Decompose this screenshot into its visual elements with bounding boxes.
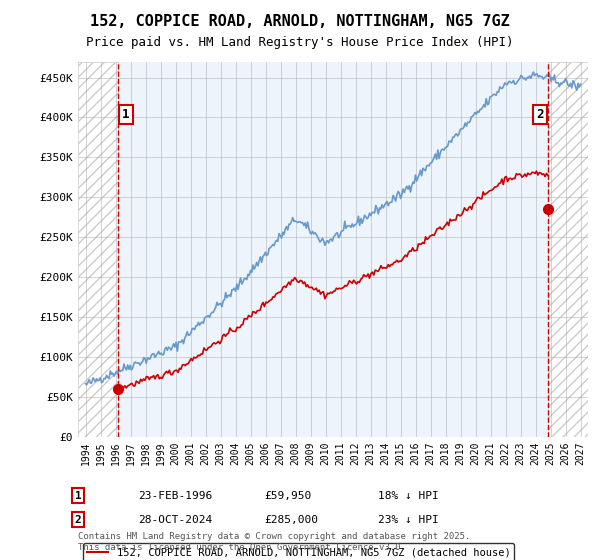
Text: 152, COPPICE ROAD, ARNOLD, NOTTINGHAM, NG5 7GZ: 152, COPPICE ROAD, ARNOLD, NOTTINGHAM, N…	[90, 14, 510, 29]
Legend: 152, COPPICE ROAD, ARNOLD, NOTTINGHAM, NG5 7GZ (detached house), HPI: Average pr: 152, COPPICE ROAD, ARNOLD, NOTTINGHAM, N…	[83, 543, 514, 560]
Text: Price paid vs. HM Land Registry's House Price Index (HPI): Price paid vs. HM Land Registry's House …	[86, 36, 514, 49]
Text: 28-OCT-2024: 28-OCT-2024	[138, 515, 212, 525]
Text: 23-FEB-1996: 23-FEB-1996	[138, 491, 212, 501]
Text: 23% ↓ HPI: 23% ↓ HPI	[378, 515, 439, 525]
Text: £285,000: £285,000	[264, 515, 318, 525]
Text: £59,950: £59,950	[264, 491, 311, 501]
Text: 2: 2	[74, 515, 82, 525]
Text: Contains HM Land Registry data © Crown copyright and database right 2025.
This d: Contains HM Land Registry data © Crown c…	[78, 532, 470, 552]
Text: 2: 2	[536, 108, 544, 120]
Text: 18% ↓ HPI: 18% ↓ HPI	[378, 491, 439, 501]
Text: 1: 1	[122, 108, 130, 120]
Text: 1: 1	[74, 491, 82, 501]
